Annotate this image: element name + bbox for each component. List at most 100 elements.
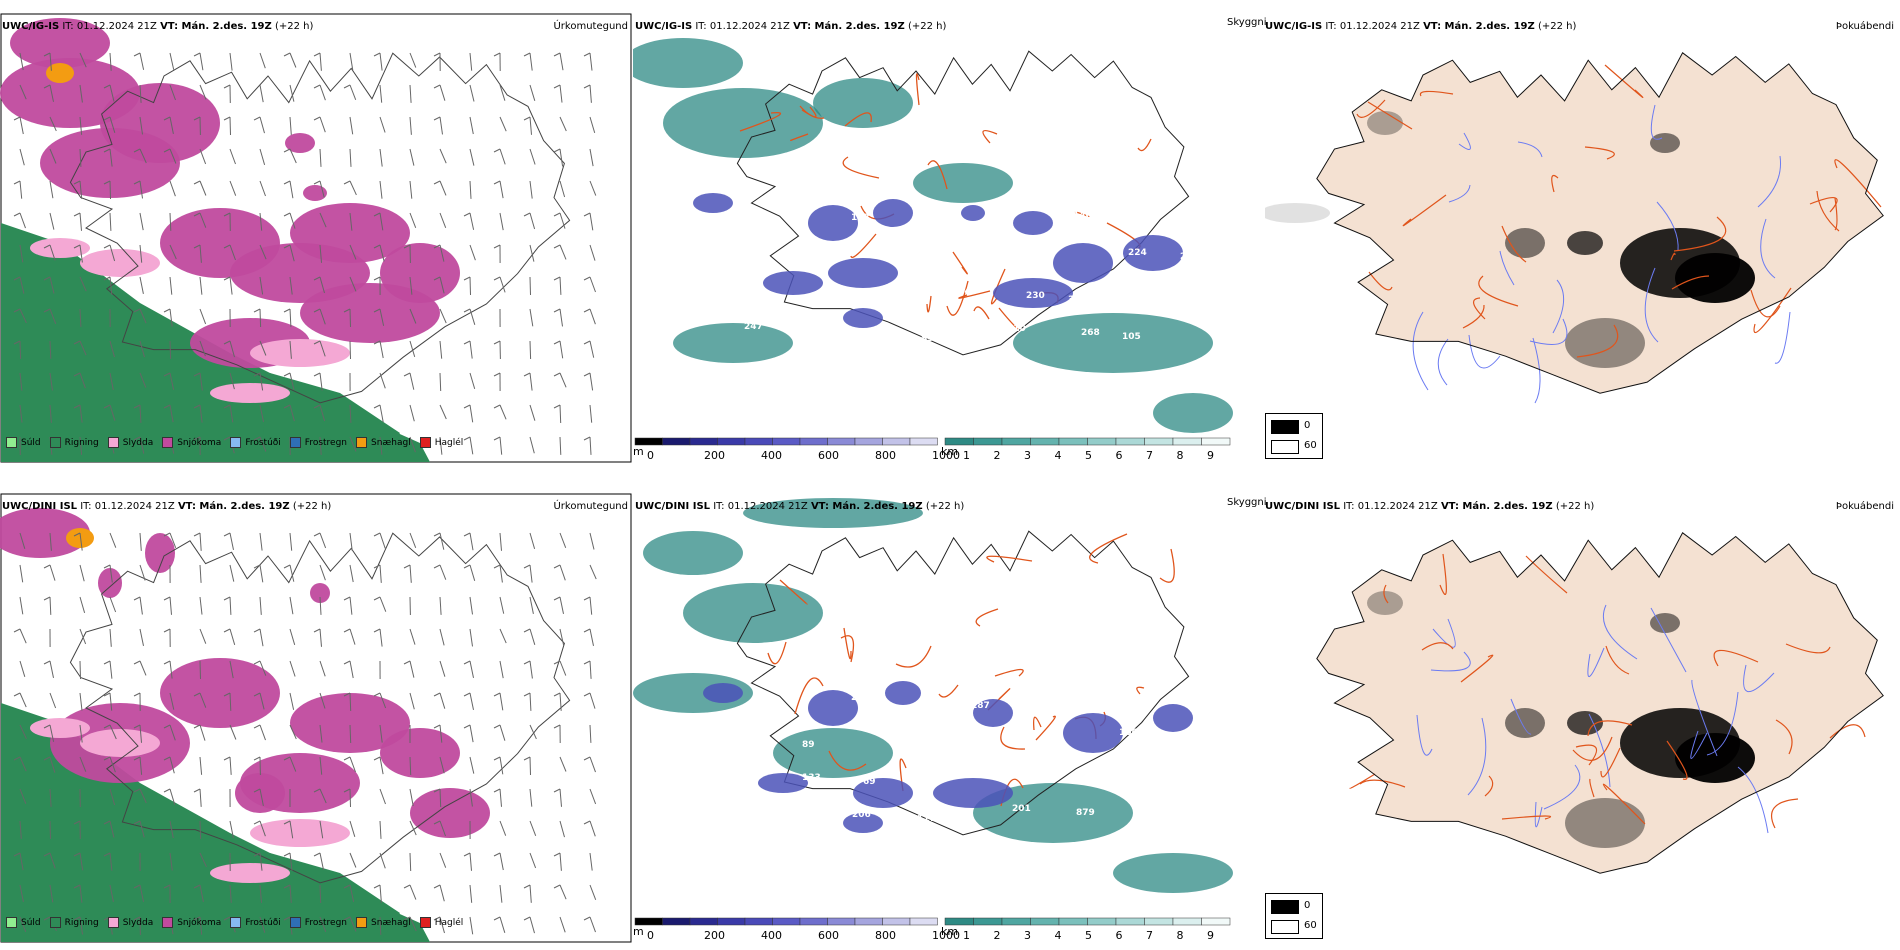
wind-barb [259, 52, 266, 69]
wind-barb [139, 148, 147, 164]
wind-barb [409, 308, 417, 324]
wind-barb [439, 916, 445, 934]
wind-barb [409, 404, 415, 422]
fog-panel-1: UWC/IG-IS IT: 01.12.2024 21Z VT: Mán. 2.… [1265, 13, 1900, 463]
model-name: UWC/DINI ISL [2, 501, 78, 512]
wind-barb [109, 84, 115, 102]
wind-barb-flag [523, 692, 531, 697]
colorbar-m-cell [772, 437, 801, 446]
cloud-base-area [933, 778, 1013, 808]
road [986, 555, 1033, 563]
hail-area [46, 63, 74, 83]
road [1367, 101, 1413, 130]
cloud-base-area [1063, 713, 1123, 753]
wind-barb [349, 788, 351, 808]
colorbar-km-cell [973, 437, 1003, 446]
river [1587, 647, 1605, 678]
wind-barb-flag [343, 692, 351, 697]
legend-label: Snjókoma [177, 437, 222, 448]
panel-title-visibility: Skyggni [1227, 17, 1267, 28]
wind-barb-flag [73, 916, 81, 921]
wind-barb-flag [103, 180, 111, 185]
road [1770, 798, 1799, 829]
road [1525, 555, 1568, 594]
wind-barb-flag [523, 756, 531, 761]
wind-barb [499, 756, 504, 775]
wind-barb [409, 884, 417, 900]
colorbar-km-tick: 7 [1146, 449, 1153, 462]
wind-barb [379, 372, 386, 389]
wind-barb [289, 660, 296, 677]
wind-barb-flag [43, 52, 51, 57]
wind-barb [19, 724, 27, 740]
cloud-base-area [1123, 235, 1183, 271]
legend-item: Súld [6, 437, 41, 448]
wind-barb [409, 116, 412, 135]
wind-barb-flag [283, 756, 291, 761]
cloud-base-area [1153, 704, 1193, 732]
road [1136, 686, 1145, 695]
wind-barb [109, 596, 117, 613]
wind-barb [79, 84, 83, 103]
wind-barb-flag [553, 372, 561, 377]
colorbar-km-tick: 2 [994, 929, 1001, 942]
wind-barb-flag [73, 404, 81, 409]
colorbar-km-tick: 4 [1055, 929, 1062, 942]
wind-barb-flag [43, 244, 51, 249]
wind-barb-flag [433, 724, 441, 729]
river [1534, 801, 1543, 828]
river [1650, 104, 1663, 140]
wind-barb-flag [283, 52, 291, 57]
colorbar-km-tick: 3 [1024, 449, 1031, 462]
wind-barb [469, 628, 473, 647]
road [1600, 747, 1621, 778]
wind-barb-flag [253, 660, 261, 665]
wind-barb [79, 404, 83, 423]
wind-barb-flag [103, 276, 111, 281]
wind-barb [349, 340, 351, 360]
legend-label: Rigning [64, 437, 99, 448]
coastline-1 [69, 52, 571, 404]
panel-title-visibility: Skyggni [1227, 497, 1267, 508]
wind-barb [259, 660, 267, 676]
river [1416, 714, 1433, 756]
panel-header-1a: UWC/IG-IS IT: 01.12.2024 21Z VT: Mán. 2.… [2, 21, 313, 32]
coastline [1316, 52, 1884, 394]
wind-barb-flag [493, 916, 501, 921]
road [994, 668, 1024, 677]
legend-item: Frostregn [289, 917, 347, 928]
wind-barb [409, 52, 417, 68]
model-name: UWC/DINI ISL [635, 501, 711, 512]
legend-item: Frostregn [289, 437, 347, 448]
river [1458, 132, 1471, 150]
init-time: IT: 01.12.2024 21Z [695, 21, 790, 32]
road [1484, 775, 1494, 797]
wind-barb [319, 596, 322, 615]
wind-barb [409, 148, 415, 166]
wind-barb [529, 852, 537, 869]
road [1349, 773, 1376, 789]
wind-barb-flag [313, 116, 321, 121]
colorbar-km-cell [1001, 437, 1031, 446]
wind-barb-flag [433, 788, 441, 793]
cloud-base-label: 201 [1012, 804, 1031, 814]
wind-barb [589, 660, 592, 679]
lead-time: (+22 h) [1537, 21, 1577, 32]
low-visibility-area [1113, 853, 1233, 893]
cloud-base-label: 831 [1177, 732, 1196, 742]
wind-barb [19, 596, 24, 615]
wind-barb-flag [163, 372, 171, 377]
road [1584, 146, 1615, 160]
wind-barb-flag [103, 84, 111, 89]
wind-barb [409, 436, 416, 453]
wind-barb [469, 308, 476, 325]
cloud-base-label: 530 [868, 297, 887, 307]
wind-barb-flag [493, 148, 501, 153]
wind-barb [589, 436, 592, 455]
cloud-base-label: 258 [745, 769, 764, 779]
wind-barb-flag [253, 564, 261, 569]
wind-barb-flag [73, 180, 81, 185]
coastline [69, 532, 571, 884]
road [1356, 99, 1386, 118]
road [1460, 654, 1494, 683]
